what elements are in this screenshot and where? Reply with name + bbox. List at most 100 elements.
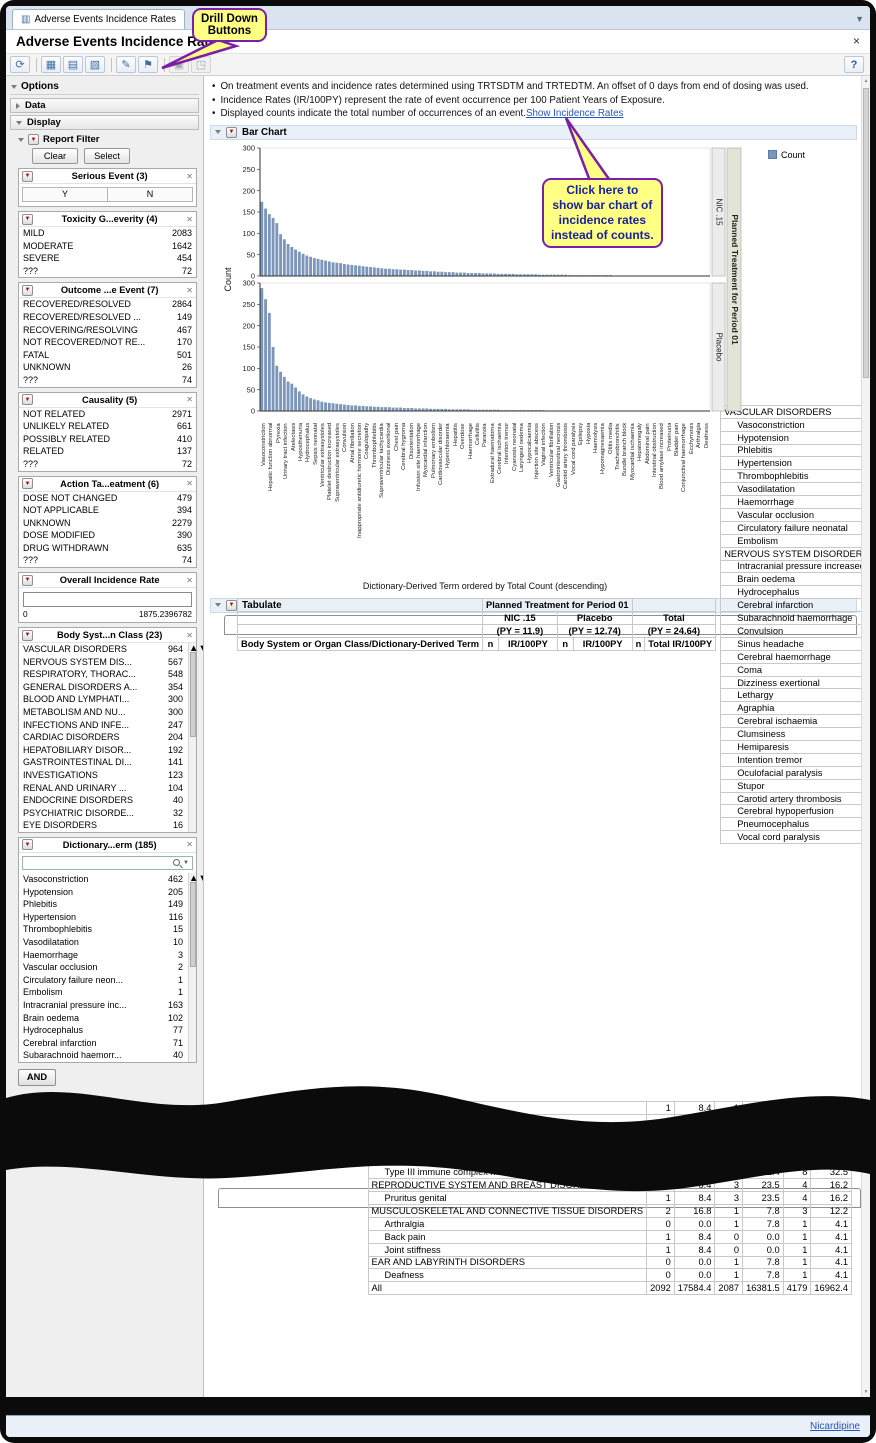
filter-value-button[interactable]: N: [108, 188, 192, 201]
filter-item[interactable]: NOT RELATED 2971: [19, 408, 196, 421]
bar[interactable]: [485, 272, 489, 276]
value-cell[interactable]: 32.5: [810, 1165, 852, 1180]
table-row[interactable]: Pruritus genital 1 8.4 3 23.5 4 16.2: [367, 1191, 852, 1205]
value-cell[interactable]: 1: [714, 1255, 744, 1270]
value-cell[interactable]: 31.4: [742, 1152, 784, 1167]
scrollbar-thumb[interactable]: [863, 88, 869, 378]
bar[interactable]: [481, 409, 485, 411]
value-cell[interactable]: 4.1: [810, 1113, 852, 1128]
bar[interactable]: [436, 408, 440, 411]
value-cell[interactable]: 16962.4: [810, 1281, 852, 1296]
menu-button-icon[interactable]: ▼: [22, 284, 33, 296]
value-cell[interactable]: 3: [782, 1203, 812, 1218]
table-row[interactable]: Deafness 0 0.0 1 7.8 1 4.1: [367, 1268, 852, 1283]
bar[interactable]: [365, 266, 369, 276]
bar[interactable]: [451, 271, 455, 276]
term-cell[interactable]: All: [367, 1281, 648, 1296]
close-filter-icon[interactable]: ✕: [186, 171, 193, 181]
bar[interactable]: [414, 269, 417, 276]
bar[interactable]: [552, 274, 556, 276]
value-cell[interactable]: 4: [782, 1191, 812, 1205]
table-row[interactable]: MUSCULOSKELETAL AND CONNECTIVE TISSUE DI…: [367, 1203, 852, 1218]
table-row[interactable]: Pneumocephalus00.017.814.1: [720, 817, 861, 832]
term-cell[interactable]: Joint stiffness: [367, 1242, 648, 1257]
chevron-down-icon[interactable]: ▼: [183, 859, 189, 866]
close-icon[interactable]: ×: [852, 34, 860, 48]
bar[interactable]: [354, 404, 357, 411]
bar[interactable]: [335, 403, 339, 411]
table-row[interactable]: Convulsion12100.91294.22497.4: [720, 624, 861, 638]
value-cell[interactable]: 8.4: [673, 1242, 716, 1257]
value-cell[interactable]: 1: [646, 1113, 675, 1128]
bar[interactable]: [406, 269, 410, 276]
bar[interactable]: [519, 273, 522, 276]
filter-item[interactable]: DOSE NOT CHANGED 479: [19, 492, 196, 505]
bar[interactable]: [372, 406, 376, 411]
filter-item[interactable]: Vascular occlusion 2: [19, 961, 187, 974]
bar[interactable]: [384, 268, 387, 276]
bar[interactable]: [286, 381, 290, 411]
table-row-all[interactable]: All 2092 17584.4 2087 16381.5 4179 16962.4: [367, 1281, 852, 1296]
term-cell[interactable]: Carotid artery thrombosis: [720, 791, 861, 806]
bar[interactable]: [346, 263, 350, 276]
bar[interactable]: [402, 407, 406, 411]
table-row[interactable]: REPRODUCTIVE SYSTEM AND BREAST DISORDERS…: [367, 1178, 852, 1193]
filter-item[interactable]: DOSE MODIFIED 390: [19, 529, 196, 542]
bar[interactable]: [429, 270, 432, 276]
bar[interactable]: [316, 399, 320, 411]
bar[interactable]: [282, 238, 286, 276]
filter-item[interactable]: RENAL AND URINARY ... 104: [19, 782, 187, 795]
value-cell[interactable]: 4.1: [810, 1126, 852, 1141]
value-cell[interactable]: 1: [714, 1126, 744, 1141]
bar[interactable]: [324, 260, 327, 276]
value-cell[interactable]: 4179: [782, 1281, 812, 1296]
bar[interactable]: [372, 266, 376, 276]
term-cell[interactable]: Lethargy: [720, 688, 861, 703]
value-cell[interactable]: 2092: [646, 1281, 675, 1296]
value-cell[interactable]: 7.8: [742, 1126, 784, 1141]
term-cell[interactable]: Subarachnoid haemorrhage: [720, 611, 861, 625]
show-incidence-rates-link[interactable]: Show Incidence Rates: [525, 108, 624, 119]
filter-item[interactable]: Thrombophlebitis 15: [19, 923, 187, 936]
bar[interactable]: [369, 405, 372, 411]
value-cell[interactable]: 1: [782, 1242, 812, 1257]
bar[interactable]: [444, 271, 447, 276]
select-button[interactable]: Select: [84, 148, 130, 164]
value-cell[interactable]: 16.2: [810, 1178, 852, 1193]
term-cell[interactable]: Sinus headache: [720, 636, 861, 651]
bar[interactable]: [440, 271, 444, 276]
bar[interactable]: [271, 217, 275, 276]
bar[interactable]: [477, 409, 481, 411]
filter-item[interactable]: Subarachnoid haemorr... 40: [19, 1049, 187, 1062]
bar[interactable]: [496, 409, 500, 411]
value-cell[interactable]: 33.6: [673, 1152, 716, 1167]
bar[interactable]: [425, 407, 429, 411]
value-cell[interactable]: 32.5: [810, 1152, 852, 1167]
range-slider[interactable]: [23, 592, 192, 608]
bar[interactable]: [361, 405, 365, 411]
value-cell[interactable]: 8.4: [673, 1113, 716, 1128]
bar[interactable]: [421, 407, 425, 411]
term-cell[interactable]: Pneumocephalus: [720, 817, 861, 832]
bar[interactable]: [402, 269, 406, 276]
term-cell[interactable]: Arthralgia: [367, 1216, 648, 1231]
filter-item[interactable]: Hypotension 205: [19, 886, 187, 899]
bar[interactable]: [481, 272, 485, 276]
value-cell[interactable]: 4.1: [810, 1268, 852, 1283]
value-cell[interactable]: 7.8: [742, 1216, 784, 1231]
bar[interactable]: [260, 287, 264, 411]
table-row[interactable]: IMMUNE SYSTEM DISORDERS 4 33.6 4 31.4 8 32.5: [367, 1152, 852, 1167]
bar[interactable]: [500, 273, 504, 276]
bar[interactable]: [462, 272, 466, 276]
value-cell[interactable]: 1: [782, 1126, 812, 1141]
drill-down-profiles-icon[interactable]: ▣: [169, 56, 189, 73]
term-cell[interactable]: Coma: [720, 662, 861, 677]
filter-item[interactable]: Phlebitis 149: [19, 898, 187, 911]
term-cell[interactable]: Cerebral haemorrhage: [720, 649, 861, 664]
filter-item[interactable]: Haemorrhage 3: [19, 949, 187, 962]
filter-item[interactable]: Vasodilatation 10: [19, 936, 187, 949]
filter-item[interactable]: ??? 72: [19, 265, 196, 278]
bar[interactable]: [459, 408, 462, 411]
value-cell[interactable]: 8.4: [673, 1100, 716, 1115]
value-cell[interactable]: 8.4: [673, 1229, 716, 1244]
